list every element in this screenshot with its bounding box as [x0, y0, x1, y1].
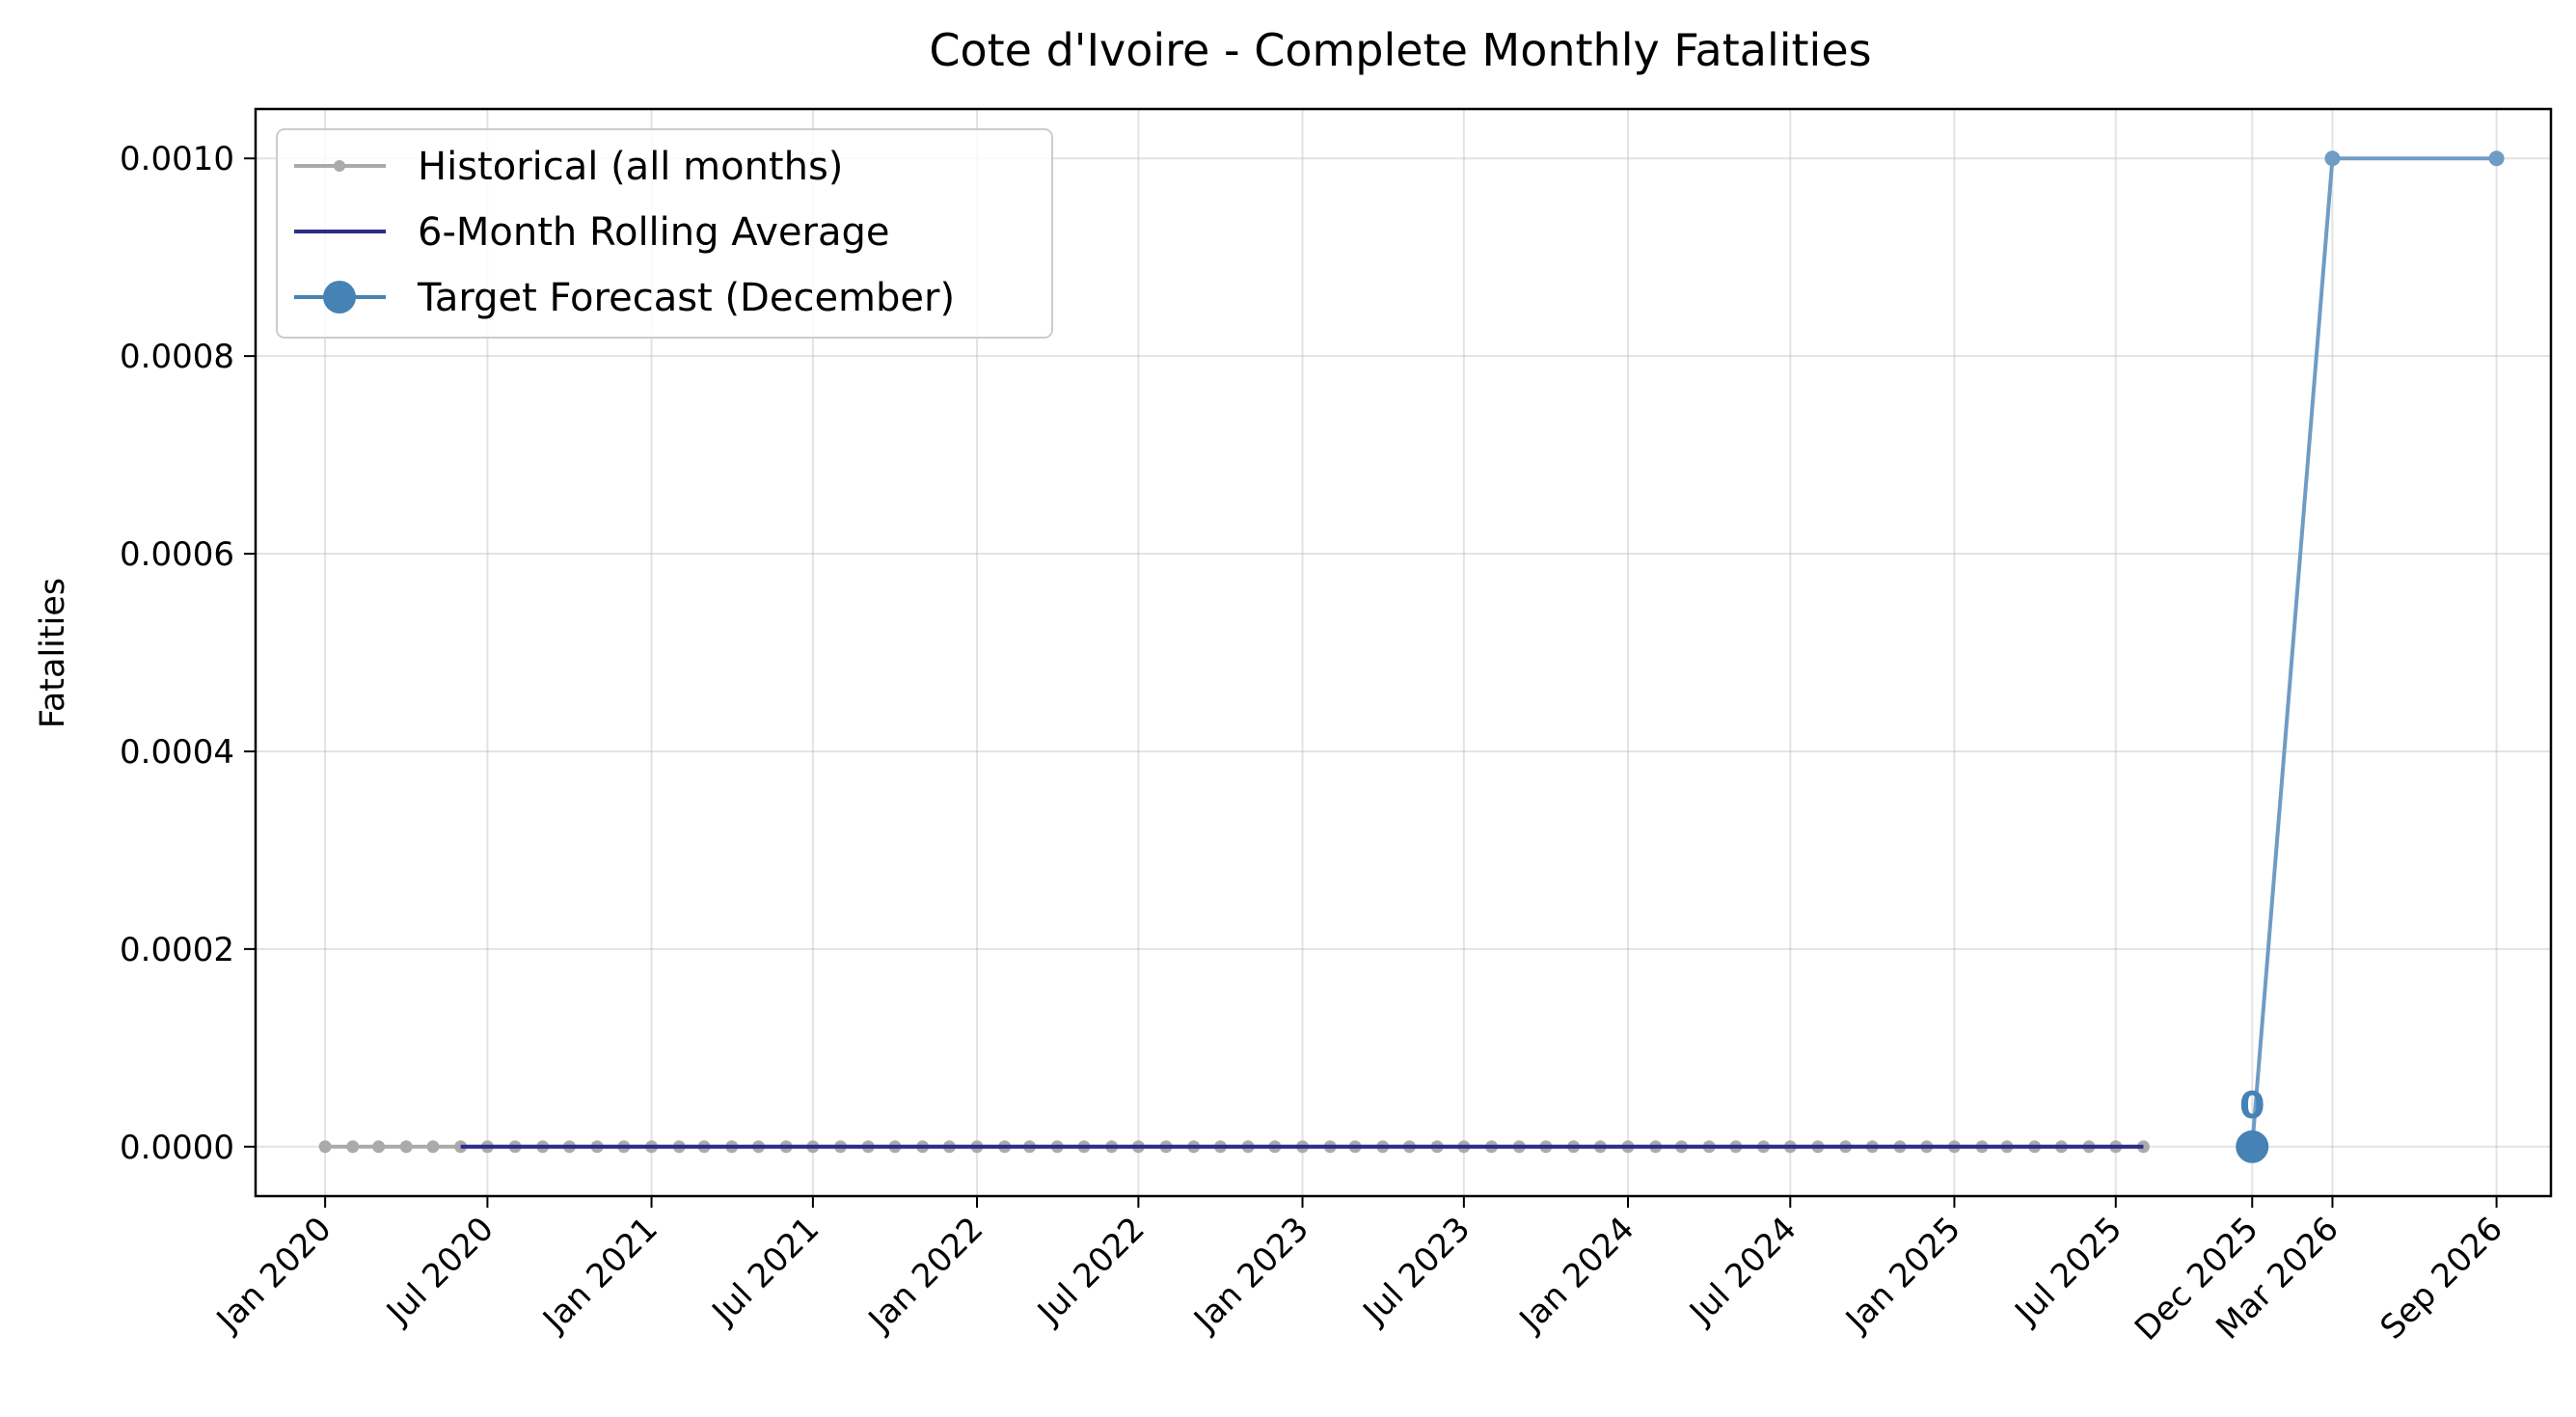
y-tick-label: 0.0000	[120, 1129, 234, 1167]
x-tick-label: Jan 2024	[1511, 1210, 1642, 1341]
x-tick-label: Sep 2026	[2373, 1210, 2510, 1347]
chart-title: Cote d'Ivoire - Complete Monthly Fatalit…	[929, 24, 1871, 76]
x-tick-label: Jan 2025	[1837, 1210, 1968, 1341]
x-tick-label: Jul 2020	[378, 1210, 502, 1333]
y-axis: 0.0000 0.0002 0.0004 0.0006 0.0008 0.0010	[120, 140, 256, 1167]
y-axis-label: Fatalities	[34, 578, 72, 728]
forecast-point	[2488, 150, 2505, 167]
series-layer: 0	[318, 150, 2505, 1163]
legend-box	[276, 128, 1053, 339]
legend-label-target-forecast: Target Forecast (December)	[417, 276, 955, 320]
x-tick-label: Jan 2023	[1185, 1210, 1316, 1341]
x-tick-label: Jul 2022	[1029, 1210, 1152, 1333]
legend-marker-target-forecast	[323, 281, 356, 313]
plot-frame	[254, 107, 2553, 1198]
legend-marker-historical	[334, 160, 345, 172]
x-tick-label: Jan 2020	[208, 1210, 339, 1341]
x-tick-label: Jan 2022	[860, 1210, 991, 1341]
historical-point	[399, 1140, 413, 1154]
y-tick-label: 0.0010	[120, 140, 234, 178]
forecast-point	[2324, 150, 2341, 167]
x-tick-label: Jan 2021	[534, 1210, 665, 1341]
historical-point	[318, 1140, 332, 1154]
target-forecast-point	[2236, 1130, 2269, 1163]
x-tick-label: Jul 2024	[1681, 1210, 1804, 1333]
x-axis: Jan 2020 Jul 2020 Jan 2021 Jul 2021 Jan 2022…	[208, 1196, 2510, 1349]
legend-label-rolling-average: 6-Month Rolling Average	[418, 210, 890, 255]
historical-point	[346, 1140, 360, 1154]
y-tick-label: 0.0006	[120, 535, 234, 574]
y-tick-label: 0.0008	[120, 338, 234, 376]
forecast-line	[2250, 156, 2497, 1147]
legend-label-historical: Historical (all months)	[418, 145, 843, 189]
x-tick-label: Jul 2023	[1355, 1210, 1478, 1333]
target-forecast-annotation: 0	[2239, 1084, 2264, 1127]
y-tick-label: 0.0002	[120, 931, 234, 969]
historical-point	[372, 1140, 386, 1154]
historical-point	[426, 1140, 440, 1154]
x-tick-label: Jul 2025	[2007, 1210, 2130, 1333]
y-tick-label: 0.0004	[120, 733, 234, 772]
x-tick-label: Jul 2021	[704, 1210, 827, 1333]
legend: Historical (all months) 6-Month Rolling …	[276, 128, 1053, 339]
